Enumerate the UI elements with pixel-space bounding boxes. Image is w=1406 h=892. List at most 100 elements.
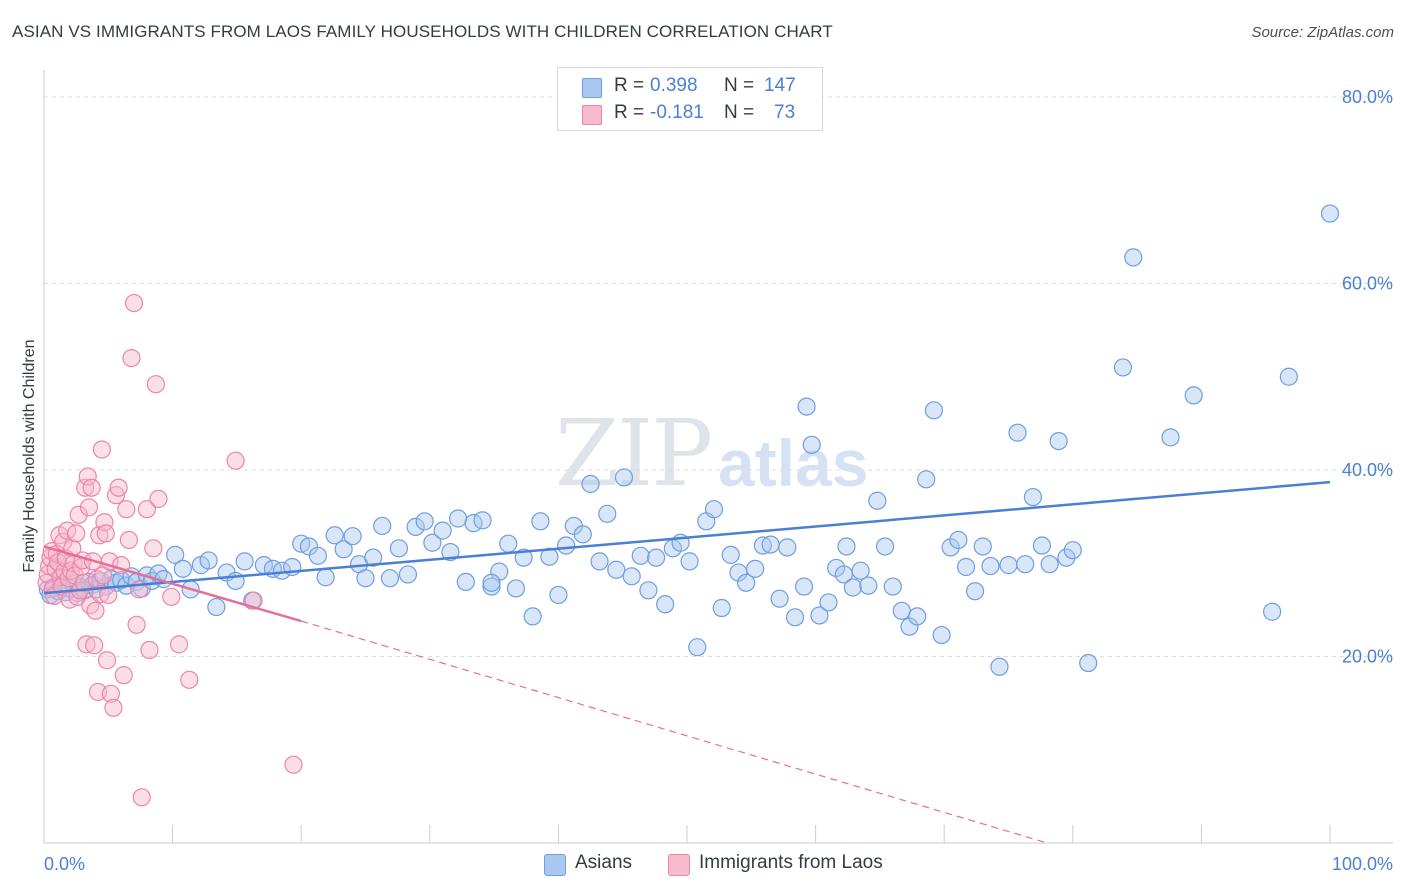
asian-point	[656, 595, 675, 614]
laos-point	[122, 349, 141, 368]
stats-legend: R = 0.398 N = 147 R = -0.181 N = 73	[557, 67, 823, 131]
laos-point	[144, 539, 163, 558]
asian-point	[837, 537, 856, 556]
laos-point	[180, 670, 199, 689]
asian-point	[406, 517, 425, 536]
asian-point	[973, 537, 992, 556]
asian-point	[1049, 431, 1068, 451]
legend-n-value: 73	[774, 102, 796, 123]
laos-point	[162, 587, 181, 606]
legend-n-label: N =	[724, 102, 755, 123]
asian-point	[514, 548, 533, 567]
asian-point	[1023, 487, 1043, 507]
laos-point	[117, 500, 136, 519]
laos-point	[81, 596, 100, 615]
laos-point	[284, 755, 303, 774]
laos-point	[85, 636, 104, 655]
asian-point	[1113, 358, 1133, 377]
asian-point	[851, 561, 870, 580]
asian-point	[721, 545, 740, 564]
laos-point	[119, 530, 138, 550]
asian-point	[778, 538, 797, 557]
asian-point	[1016, 555, 1035, 574]
asian-point	[499, 534, 518, 553]
asian-point	[1032, 536, 1052, 555]
asian-point	[607, 560, 626, 579]
asian-point	[875, 537, 895, 556]
laos-point	[106, 486, 126, 505]
asian-point	[892, 601, 911, 620]
asian-point	[1063, 541, 1082, 560]
asian-point	[883, 577, 902, 596]
asian-point	[932, 625, 951, 645]
asian-point	[173, 559, 192, 578]
asian-point	[770, 589, 789, 608]
asian-point	[1124, 248, 1143, 267]
laos-point	[127, 615, 146, 634]
laos-point	[67, 524, 86, 543]
asian-point	[712, 598, 731, 618]
asian-point	[166, 545, 185, 564]
gridlines	[44, 96, 1393, 657]
asian-point	[398, 565, 418, 584]
laos-point	[226, 451, 245, 470]
series-label-asians: Asians	[575, 852, 633, 873]
asian-point	[364, 548, 383, 567]
series-swatch-asians	[544, 854, 566, 876]
asian-point	[1320, 204, 1340, 223]
asian-point	[540, 547, 559, 566]
series-label-laos: Immigrants from Laos	[699, 852, 883, 873]
asian-point	[456, 572, 475, 592]
asian-point	[581, 474, 600, 494]
asian-point	[797, 397, 816, 416]
asian-point	[688, 638, 707, 657]
asian-point	[999, 556, 1018, 575]
laos-point	[104, 698, 123, 717]
asian-point	[917, 470, 936, 489]
asian-point	[956, 557, 976, 577]
y-tick-label: 60.0%	[1342, 274, 1393, 294]
asian-point	[356, 569, 375, 588]
asian-point	[506, 579, 526, 598]
asian-point	[868, 491, 887, 510]
asian-point	[199, 551, 218, 570]
asian-point	[631, 546, 650, 565]
axes	[43, 70, 1393, 844]
laos-point	[86, 601, 105, 620]
asian-point	[753, 536, 772, 555]
legend-r-label: R =	[614, 102, 645, 123]
asian-point	[746, 559, 765, 578]
asian-point	[761, 535, 780, 554]
asian-point	[1279, 367, 1298, 386]
legend-r-value: -0.181	[650, 102, 704, 123]
asian-point	[704, 500, 724, 519]
asian-point	[794, 577, 814, 596]
asian-point	[981, 556, 1000, 576]
legend-n-label: N =	[724, 75, 755, 96]
asian-point	[1161, 428, 1180, 447]
asian-point	[737, 573, 756, 592]
laos-point	[96, 524, 115, 543]
legend-row-laos: R = -0.181 N = 73	[558, 101, 822, 127]
laos-trend-extension	[301, 620, 1048, 844]
asian-point	[325, 526, 344, 545]
asian-point	[549, 585, 568, 605]
asian-point	[433, 521, 452, 540]
asian-point	[523, 607, 542, 626]
asian-point	[1008, 423, 1027, 442]
asian-point	[1079, 653, 1098, 673]
asian-point	[908, 607, 927, 626]
x-tick-label-max: 100.0%	[1332, 854, 1393, 874]
watermark-atlas: atlas	[718, 426, 869, 500]
chart-title: ASIAN VS IMMIGRANTS FROM LAOS FAMILY HOU…	[12, 22, 833, 41]
tick-labels: 20.0% 40.0% 60.0% 80.0% 0.0% 100.0%	[44, 87, 1393, 874]
asian-point	[1040, 555, 1059, 574]
asian-point	[308, 546, 328, 565]
trend-lines	[43, 480, 1331, 844]
x-tick-label-min: 0.0%	[44, 854, 85, 874]
asian-point	[531, 512, 550, 531]
asian-point	[316, 568, 335, 587]
asian-point	[622, 567, 641, 586]
laos-point	[77, 635, 96, 654]
